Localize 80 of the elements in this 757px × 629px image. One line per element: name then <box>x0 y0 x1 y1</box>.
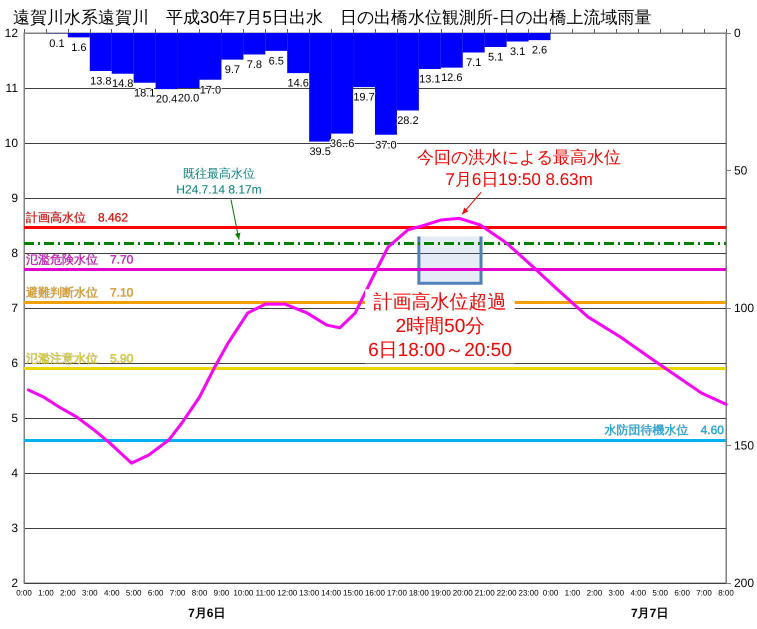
y-tick-label: 8 <box>11 246 18 260</box>
x-tick-label: 7:00 <box>170 588 186 598</box>
ref-line-label: 避難判断水位 7.10 <box>26 286 134 300</box>
x-tick-label: 12:00 <box>277 588 298 598</box>
x-tick-label: 4:00 <box>630 588 647 598</box>
data-label: 5.1 <box>488 52 504 64</box>
x-tick-label: 0:00 <box>542 588 559 598</box>
data-label: 12.6 <box>441 72 462 84</box>
x-tick-label: 19:00 <box>430 588 452 598</box>
x-tick-label: 18:00 <box>408 588 430 598</box>
data-label: 19.7 <box>353 92 375 104</box>
y2-tick-label: 50 <box>734 164 748 178</box>
y-tick-label: 2 <box>11 576 18 590</box>
band-label: 計画高水位超過 2時間50分 6日18:00～20:50 <box>368 290 512 361</box>
data-label: 1.6 <box>71 42 86 54</box>
y-tick-label: 6 <box>11 356 18 370</box>
x-tick-label: 22:00 <box>496 588 518 598</box>
x-tick-label: 13:00 <box>299 588 320 598</box>
y-tick-label: 7 <box>11 301 18 315</box>
data-label: 6.5 <box>268 55 284 68</box>
x-tick-label: 1:00 <box>564 588 581 598</box>
data-label: 2.6 <box>532 44 548 57</box>
data-label: 39.5 <box>309 146 331 158</box>
x-tick-label: 9:00 <box>214 588 230 598</box>
data-label: 14.6 <box>288 78 309 90</box>
x-tick-label: 1:00 <box>38 588 54 598</box>
data-label: 28.2 <box>397 115 419 128</box>
x-tick-label: 15:00 <box>343 588 364 598</box>
y-tick-label: 11 <box>6 81 18 95</box>
x-tick-label: 2:00 <box>60 588 76 598</box>
x-tick-label: 7:00 <box>696 588 712 598</box>
x-tick-label: 4:00 <box>104 588 120 598</box>
x-tick-label: 5:00 <box>126 588 142 598</box>
x-tick-label: 11:00 <box>256 588 276 598</box>
ref-line-label: 氾濫注意水位 5.90 <box>26 352 134 366</box>
x-tick-label: 8:00 <box>192 588 208 598</box>
x-tick-label: 17:00 <box>386 588 408 598</box>
y-tick-label: 4 <box>11 466 18 480</box>
y-tick-label: 9 <box>11 191 18 205</box>
y-tick-label: 3 <box>11 521 18 535</box>
data-label: 20.4 <box>156 94 178 106</box>
text: 7月6日 <box>188 606 226 620</box>
text: 7月7日 <box>630 606 668 620</box>
y-tick-label: 10 <box>4 136 18 150</box>
ref-line-label: 水防団待機水位 4.60 <box>604 423 724 437</box>
data-label: 3.1 <box>510 46 526 58</box>
ref-line-label: 氾濫危険水位 7.70 <box>26 252 134 266</box>
y-tick-label: 12 <box>4 26 18 40</box>
data-label: 7.8 <box>246 58 262 71</box>
x-tick-label: 16:00 <box>364 588 386 598</box>
y2-tick-label: 0 <box>734 26 741 40</box>
x-tick-label: 23:00 <box>518 588 540 598</box>
ref-line-label: 計画高水位 8.462 <box>26 210 128 225</box>
x-tick-label: 6:00 <box>674 588 690 598</box>
x-tick-label: 10:00 <box>233 588 254 598</box>
data-label: 13.8 <box>90 75 112 88</box>
data-label: 20.0 <box>178 92 200 104</box>
x-tick-label: 20:00 <box>452 588 474 598</box>
x-tick-label: 3:00 <box>608 588 625 598</box>
data-label: 18.1 <box>134 87 156 100</box>
data-label: 0.1 <box>49 38 65 50</box>
data-label: 14.8 <box>112 78 134 90</box>
chart-title: 遠賀川水系遠賀川 平成30年7月5日出水 日の出橋水位観測所-日の出橋上流域雨量 <box>13 8 652 27</box>
x-tick-label: 5:00 <box>652 588 668 598</box>
annotation: 既往最高水位 H24.7.14 8.17m <box>176 166 262 197</box>
y2-tick-label: 200 <box>734 576 754 590</box>
x-tick-label: 0:00 <box>16 588 32 598</box>
annotation: 今回の洪水による最高水位 7月6日19:50 8.63m <box>417 148 622 189</box>
x-tick-label: 21:00 <box>474 588 496 598</box>
data-label: 9.7 <box>224 64 240 76</box>
data-label: 13.1 <box>419 74 441 86</box>
y2-tick-label: 100 <box>734 301 754 315</box>
y-tick-label: 5 <box>11 411 18 425</box>
x-tick-label: 14:00 <box>321 588 342 598</box>
y2-tick-label: 150 <box>734 438 754 452</box>
x-tick-label: 8:00 <box>718 588 734 598</box>
x-tick-label: 3:00 <box>82 588 98 598</box>
data-label: 7.1 <box>466 57 482 70</box>
x-tick-label: 2:00 <box>586 588 603 598</box>
x-tick-label: 6:00 <box>148 588 164 598</box>
